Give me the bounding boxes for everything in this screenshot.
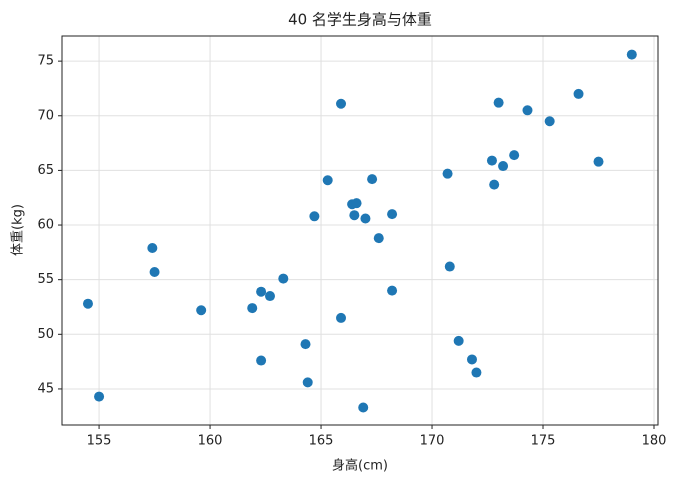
point bbox=[82, 298, 93, 309]
point bbox=[309, 211, 320, 222]
point bbox=[498, 161, 509, 172]
point bbox=[626, 49, 637, 60]
point bbox=[336, 98, 347, 109]
point bbox=[453, 335, 464, 346]
y-tick-label: 55 bbox=[37, 272, 54, 287]
y-tick-label: 50 bbox=[37, 327, 54, 342]
point bbox=[94, 391, 105, 402]
point bbox=[300, 339, 311, 350]
x-tick-label: 160 bbox=[198, 434, 223, 449]
point bbox=[336, 312, 347, 323]
plot-frame bbox=[61, 35, 659, 426]
point bbox=[522, 105, 533, 116]
point bbox=[573, 88, 584, 99]
point bbox=[264, 291, 275, 302]
point bbox=[387, 209, 398, 220]
y-tick-label: 60 bbox=[37, 218, 54, 233]
x-tick-label: 170 bbox=[420, 434, 445, 449]
point bbox=[360, 213, 371, 224]
point bbox=[196, 305, 207, 316]
y-tick-label: 45 bbox=[37, 381, 54, 396]
point bbox=[147, 242, 158, 253]
point bbox=[247, 303, 258, 314]
point bbox=[322, 175, 333, 186]
point bbox=[373, 233, 384, 244]
point bbox=[471, 367, 482, 378]
y-tick-label: 75 bbox=[37, 54, 54, 69]
points bbox=[82, 49, 637, 413]
point bbox=[444, 261, 455, 272]
point bbox=[351, 198, 362, 209]
point bbox=[493, 97, 504, 108]
point bbox=[367, 174, 378, 185]
point bbox=[256, 286, 267, 297]
point bbox=[349, 210, 360, 221]
point bbox=[489, 179, 500, 190]
x-axis-label: 身高(cm) bbox=[332, 458, 388, 474]
point bbox=[466, 354, 477, 365]
grid bbox=[62, 36, 658, 425]
chart-title: 40 名学生身高与体重 bbox=[288, 11, 432, 29]
point bbox=[278, 273, 289, 284]
x-tick-label: 165 bbox=[309, 434, 334, 449]
point bbox=[302, 377, 313, 388]
y-axis-label: 体重(kg) bbox=[10, 204, 26, 256]
point bbox=[149, 267, 160, 278]
y-tick-label: 70 bbox=[37, 108, 54, 123]
point bbox=[593, 156, 604, 167]
point bbox=[387, 285, 398, 296]
y-tick-label: 65 bbox=[37, 163, 54, 178]
point bbox=[486, 155, 497, 166]
x-tick-label: 155 bbox=[87, 434, 112, 449]
point bbox=[544, 116, 555, 127]
point bbox=[509, 150, 520, 161]
x-tick-label: 175 bbox=[531, 434, 556, 449]
point bbox=[256, 355, 267, 366]
point bbox=[358, 402, 369, 413]
x-tick-label: 180 bbox=[642, 434, 667, 449]
point bbox=[442, 168, 453, 179]
